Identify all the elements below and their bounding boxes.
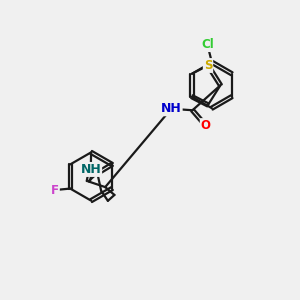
Text: NH: NH: [161, 102, 182, 115]
Text: S: S: [204, 59, 212, 72]
Text: NH: NH: [80, 163, 101, 176]
Text: O: O: [201, 119, 211, 132]
Text: Cl: Cl: [201, 38, 214, 51]
Text: F: F: [51, 184, 59, 196]
